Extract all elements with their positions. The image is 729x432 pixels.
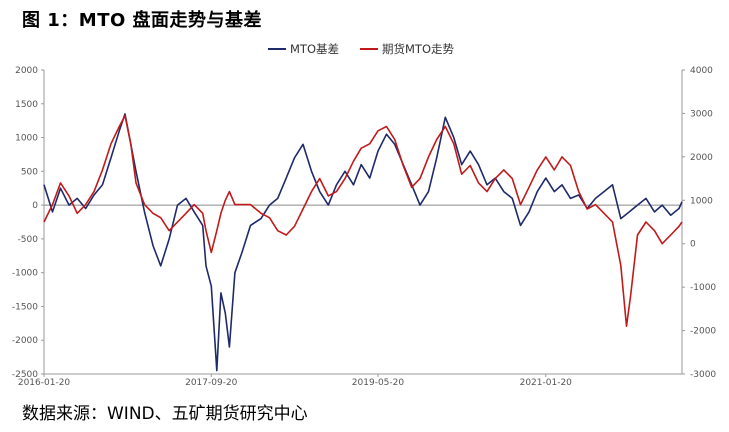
- left-tick-label: -500: [18, 235, 39, 245]
- right-tick-label: 4000: [690, 66, 713, 76]
- left-tick-label: -1500: [12, 302, 38, 312]
- chart-title: 图 1：MTO 盘面走势与基差: [22, 10, 263, 31]
- left-tick-label: 1000: [15, 134, 38, 144]
- legend-label-mto-futures: 期货MTO走势: [382, 42, 454, 56]
- series-mto-basis-line: [43, 113, 683, 372]
- right-tick-label: 1000: [690, 196, 713, 206]
- left-tick-label: 0: [32, 201, 38, 211]
- left-tick-label: -2500: [12, 370, 38, 380]
- right-tick-label: 0: [690, 240, 696, 250]
- right-tick-label: -1000: [690, 283, 716, 293]
- right-tick-label: -3000: [690, 370, 716, 380]
- x-tick-label: 2017-09-20: [185, 378, 238, 388]
- series-mto-futures-line: [43, 114, 683, 328]
- left-tick-label: 1500: [15, 100, 38, 110]
- right-tick-label: 3000: [690, 109, 713, 119]
- x-tick-label: 2021-01-20: [520, 378, 573, 388]
- right-tick-label: 2000: [690, 153, 713, 163]
- data-source: 数据来源：WIND、五矿期货研究中心: [22, 404, 308, 424]
- x-tick-label: 2016-01-20: [18, 378, 71, 388]
- left-tick-label: -2000: [12, 336, 38, 346]
- x-tick-label: 2019-05-20: [352, 378, 405, 388]
- right-tick-label: -2000: [690, 327, 716, 337]
- left-tick-label: -1000: [12, 269, 38, 279]
- left-tick-label: 2000: [15, 66, 38, 76]
- left-tick-label: 500: [21, 167, 38, 177]
- legend-label-mto-basis: MTO基差: [290, 42, 339, 56]
